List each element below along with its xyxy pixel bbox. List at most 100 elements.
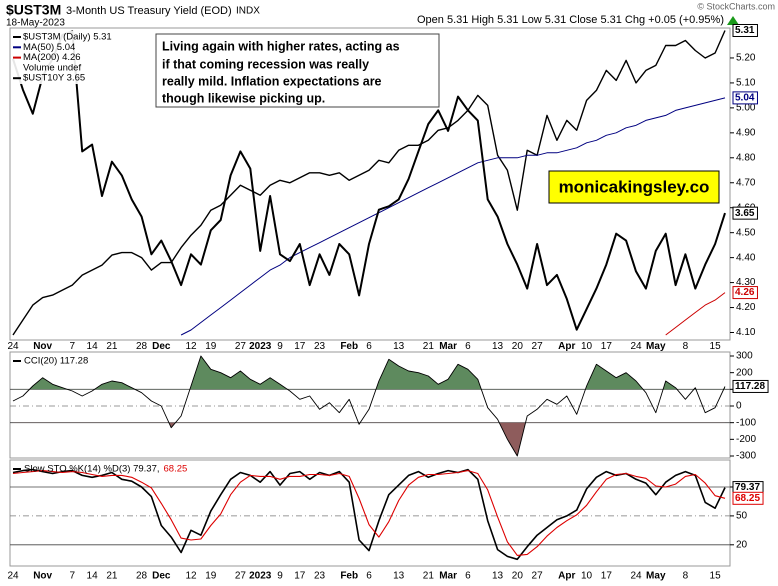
series-line bbox=[12, 470, 726, 556]
x-tick-label: 24 bbox=[7, 571, 19, 582]
x-tick-label: 8 bbox=[683, 341, 689, 352]
x-tick-label: 21 bbox=[423, 571, 435, 582]
x-tick-label: 28 bbox=[136, 571, 148, 582]
x-tick-label: 17 bbox=[294, 341, 306, 352]
y-tick-label: 5.10 bbox=[736, 78, 756, 89]
x-tick-label: 21 bbox=[423, 341, 435, 352]
x-tick-label: 17 bbox=[294, 571, 306, 582]
y-tick-label: 4.50 bbox=[736, 227, 756, 238]
x-tick-label: 19 bbox=[205, 571, 217, 582]
series-line bbox=[180, 97, 726, 336]
annotation-line: though likewise picking up. bbox=[162, 91, 325, 105]
x-tick-label: 9 bbox=[277, 571, 283, 582]
x-tick-label: 9 bbox=[277, 341, 283, 352]
up-arrow bbox=[727, 16, 739, 25]
y-tick-label: 4.30 bbox=[736, 277, 756, 288]
value-box bbox=[732, 91, 758, 105]
x-tick-label: 10 bbox=[581, 341, 593, 352]
annotation-line: if that coming recession was really bbox=[162, 57, 369, 71]
y-tick-label: 4.10 bbox=[736, 327, 756, 338]
x-tick-label: May bbox=[646, 341, 666, 352]
annotation-line: really mild. Inflation expectations are bbox=[162, 74, 382, 88]
x-tick-label: 14 bbox=[87, 341, 99, 352]
x-tick-label: 14 bbox=[87, 571, 99, 582]
y-tick-label: 4.70 bbox=[736, 177, 756, 188]
y-tick-label: -100 bbox=[736, 417, 756, 428]
value-box-label: 68.25 bbox=[735, 493, 760, 504]
x-tick-label: 17 bbox=[601, 571, 613, 582]
y-tick-label: 4.20 bbox=[736, 302, 756, 313]
x-tick-label: 6 bbox=[465, 571, 471, 582]
x-tick-label: 20 bbox=[512, 341, 524, 352]
quote: Open 5.31 High 5.31 Low 5.31 Close 5.31 … bbox=[417, 14, 724, 26]
watermark: monicakingsley.co bbox=[559, 177, 710, 196]
x-tick-label: 19 bbox=[205, 341, 217, 352]
series-line bbox=[12, 468, 726, 561]
x-tick-label: Feb bbox=[340, 571, 358, 582]
x-tick-label: Apr bbox=[558, 571, 575, 582]
x-tick-label: 6 bbox=[366, 341, 372, 352]
x-tick-label: 7 bbox=[70, 571, 76, 582]
source: © StockCharts.com bbox=[697, 1, 775, 11]
y-tick-label: 200 bbox=[736, 367, 753, 378]
y-tick-label: 20 bbox=[736, 539, 748, 550]
exchange: INDX bbox=[236, 6, 260, 17]
y-tick-label: -200 bbox=[736, 434, 756, 445]
x-tick-label: Feb bbox=[340, 341, 358, 352]
x-tick-label: 27 bbox=[532, 571, 544, 582]
x-tick-label: 6 bbox=[465, 341, 471, 352]
legend-label: $UST10Y 3.65 bbox=[23, 73, 85, 84]
x-tick-label: 27 bbox=[235, 341, 247, 352]
panel-frame bbox=[9, 459, 731, 567]
annotation-line: Living again with higher rates, acting a… bbox=[162, 39, 400, 53]
x-tick-label: Mar bbox=[439, 571, 457, 582]
annotation-box bbox=[155, 33, 440, 108]
legend-label: CCI(20) 117.28 bbox=[24, 356, 88, 367]
value-box bbox=[732, 491, 764, 505]
value-box-label: 5.31 bbox=[735, 25, 755, 36]
watermark-box bbox=[548, 170, 720, 204]
y-tick-label: 5.00 bbox=[736, 103, 756, 114]
x-tick-label: 27 bbox=[532, 341, 544, 352]
x-tick-label: 7 bbox=[70, 341, 76, 352]
x-tick-label: 10 bbox=[581, 571, 593, 582]
value-box-label: 4.26 bbox=[735, 287, 755, 298]
x-tick-label: 23 bbox=[314, 341, 326, 352]
x-tick-label: 15 bbox=[710, 571, 722, 582]
x-tick-label: 2023 bbox=[249, 341, 272, 352]
x-tick-label: 12 bbox=[185, 341, 197, 352]
legend-label: $UST3M (Daily) 5.31 bbox=[23, 32, 112, 43]
x-tick-label: Dec bbox=[152, 571, 171, 582]
x-tick-label: May bbox=[646, 571, 666, 582]
x-tick-label: 12 bbox=[185, 571, 197, 582]
panel-frame bbox=[9, 351, 731, 459]
legend-bg bbox=[11, 31, 91, 84]
plot-area: 5.205.105.004.904.804.704.604.504.404.30… bbox=[7, 23, 769, 582]
y-tick-label: 0 bbox=[736, 401, 742, 412]
x-tick-label: 17 bbox=[601, 341, 613, 352]
x-tick-label: 24 bbox=[630, 571, 642, 582]
series-line bbox=[12, 30, 726, 331]
value-box bbox=[732, 379, 769, 393]
x-tick-label: 13 bbox=[492, 571, 504, 582]
x-tick-label: 28 bbox=[136, 341, 148, 352]
x-tick-label: 23 bbox=[314, 571, 326, 582]
value-box bbox=[732, 286, 758, 300]
x-tick-label: 27 bbox=[235, 571, 247, 582]
y-tick-label: 300 bbox=[736, 351, 753, 362]
x-tick-label: 21 bbox=[106, 341, 118, 352]
value-box-label: 5.04 bbox=[735, 93, 755, 104]
legend-label: MA(50) 5.04 bbox=[23, 42, 75, 53]
subtitle: 3-Month US Treasury Yield (EOD) bbox=[66, 5, 232, 17]
x-tick-label: 13 bbox=[393, 571, 405, 582]
x-tick-label: Dec bbox=[152, 341, 171, 352]
x-tick-label: Nov bbox=[33, 341, 52, 352]
date: 18-May-2023 bbox=[6, 18, 65, 29]
symbol: $UST3M bbox=[6, 2, 61, 18]
x-tick-label: 2023 bbox=[249, 571, 272, 582]
x-tick-label: 15 bbox=[710, 341, 722, 352]
y-tick-label: 4.80 bbox=[736, 152, 756, 163]
y-tick-label: 50 bbox=[736, 511, 748, 522]
x-tick-label: 21 bbox=[106, 571, 118, 582]
